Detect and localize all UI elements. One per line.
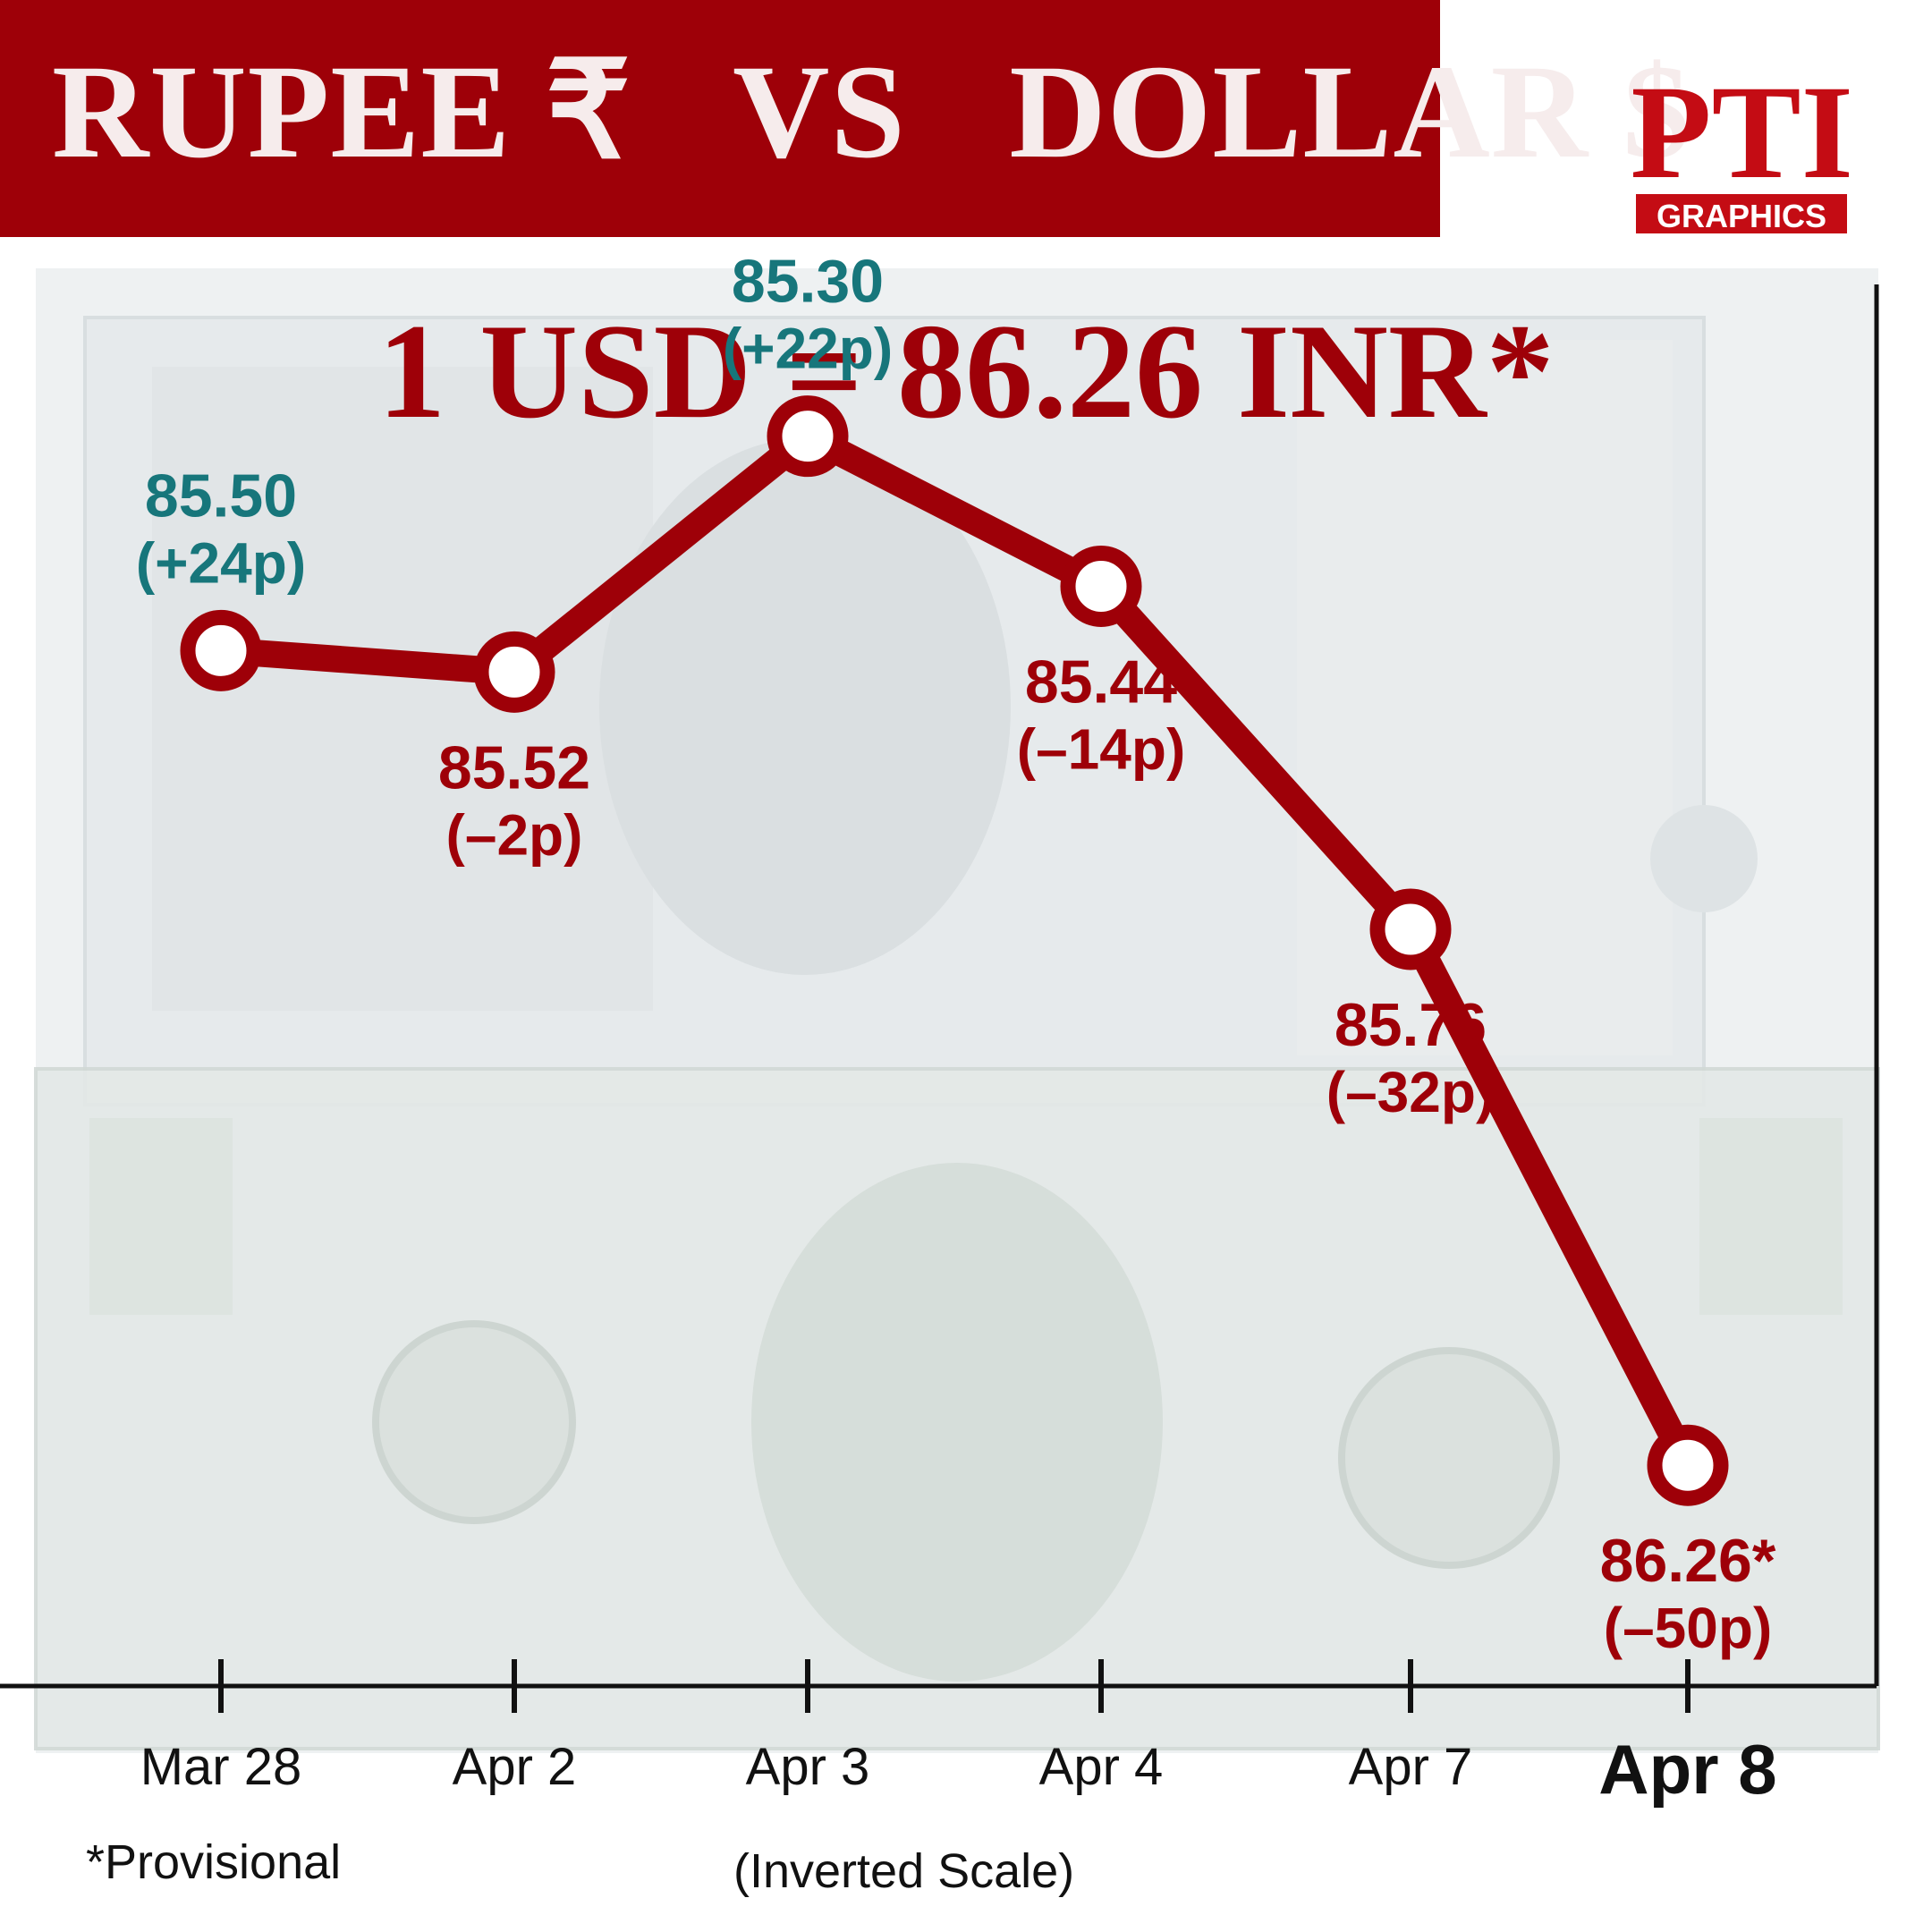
data-value-label: 85.76: [1335, 991, 1487, 1059]
data-labels: 85.50(+24p) 85.52(–2p) 85.30(+22p) 85.44(–1…: [136, 248, 1776, 1661]
data-point: [767, 395, 849, 478]
footnote-provisional: *Provisional: [86, 1835, 342, 1889]
data-change-label: (–32p): [1326, 1060, 1496, 1124]
data-point: [1647, 1424, 1729, 1506]
rupee-note-illustration: [83, 316, 1758, 1106]
data-point: [1060, 545, 1142, 627]
dollar-note-illustration: [34, 1067, 1880, 1750]
x-tick-label: Mar 28: [140, 1738, 302, 1796]
data-change-label: (–2p): [446, 802, 583, 867]
data-point: [180, 609, 262, 691]
x-tick-label: Apr 3: [746, 1738, 870, 1796]
data-value-label: 85.52: [438, 733, 590, 801]
x-tick-labels: Mar 28 Apr 2 Apr 3 Apr 4 Apr 7 Apr 8: [140, 1730, 1777, 1809]
data-change-label: (–50p): [1604, 1596, 1773, 1660]
data-change-label: (+22p): [723, 317, 893, 381]
x-tick-label: Apr 4: [1039, 1738, 1164, 1796]
data-value-label: 85.30: [732, 248, 884, 316]
x-tick-label: Apr 2: [453, 1738, 577, 1796]
series-line: [208, 422, 1701, 1479]
data-points: [180, 395, 1729, 1506]
header-title: RUPEE ₹ VS DOLLAR $: [52, 38, 1691, 186]
data-change-label: (+24p): [136, 530, 306, 595]
data-change-label: (–14p): [1017, 716, 1186, 781]
pti-logo-text: PTI: [1633, 58, 1850, 207]
x-tick-label: Apr 8: [1598, 1730, 1776, 1809]
pti-logo: PTI: [1633, 58, 1850, 207]
data-value-label: 86.26*: [1600, 1527, 1776, 1595]
graphics-badge: GRAPHICS: [1633, 191, 1850, 236]
data-value-label: 85.50: [145, 462, 297, 530]
x-ticks: [218, 1659, 1690, 1713]
x-tick-label: Apr 7: [1349, 1738, 1473, 1796]
data-point: [1369, 888, 1452, 970]
data-value-label: 85.44: [1025, 648, 1177, 716]
data-point: [473, 631, 555, 713]
inverted-scale-note: (Inverted Scale): [733, 1844, 1075, 1898]
header-bar: RUPEE ₹ VS DOLLAR $: [0, 0, 1690, 237]
headline-rate: 1 USD = 86.26 INR*: [377, 296, 1555, 446]
